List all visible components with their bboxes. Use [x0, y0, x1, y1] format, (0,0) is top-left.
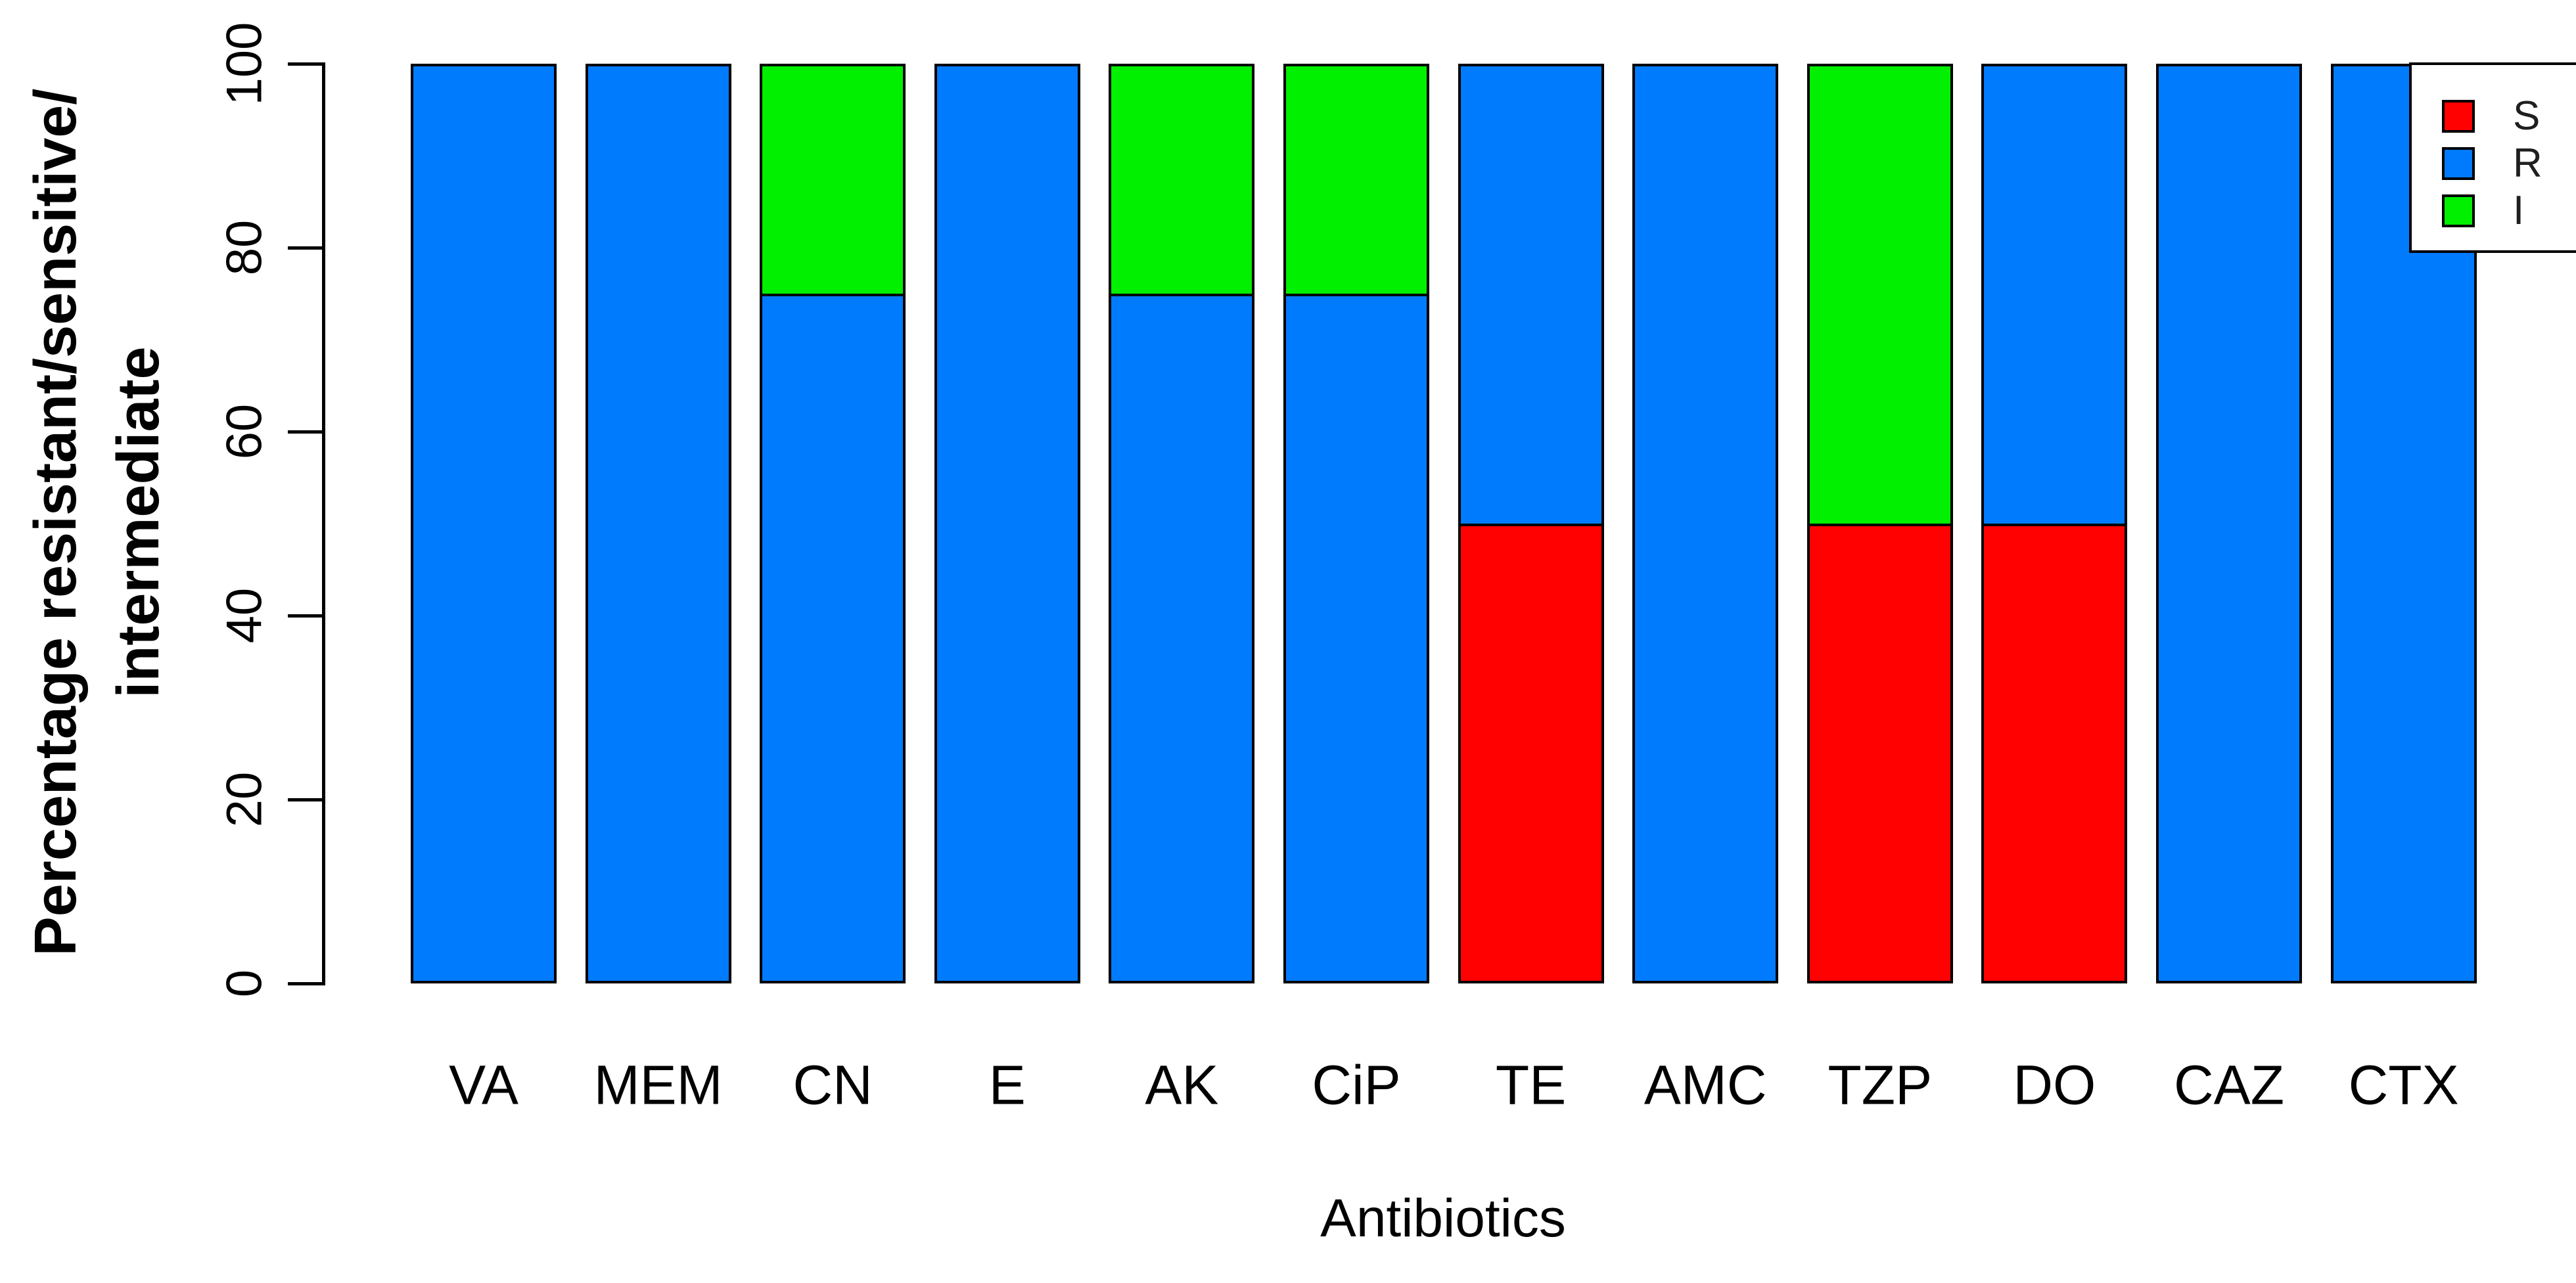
bar-TE-segment-S [1458, 524, 1604, 983]
y-axis-title: Percentage resistant/sensitive/ intermed… [14, 89, 180, 957]
y-tick-label-40: 40 [216, 587, 273, 644]
bar-DO-segment-S [1981, 524, 2128, 983]
bar-DO [1981, 64, 2128, 983]
legend-row-I: I [2442, 187, 2576, 235]
bar-CN-segment-R [760, 294, 906, 983]
legend-label-R: R [2513, 141, 2542, 186]
y-tick-label-20: 20 [216, 771, 273, 828]
y-axis-title-line-2: intermediate [106, 346, 172, 698]
y-tick-80 [288, 246, 324, 250]
y-tick-label-100: 100 [216, 22, 273, 106]
x-tick-label-CiP: CiP [1312, 1054, 1401, 1116]
bar-DO-segment-R [1981, 64, 2128, 526]
x-tick-label-TZP: TZP [1828, 1054, 1933, 1116]
y-axis-title-line-1: Percentage resistant/sensitive/ [23, 88, 89, 957]
bar-CAZ [2156, 64, 2302, 983]
y-tick-label-0: 0 [216, 969, 273, 998]
x-tick-label-CTX: CTX [2348, 1054, 2459, 1116]
legend-label-S: S [2513, 93, 2541, 139]
legend-row-R: R [2442, 140, 2576, 187]
bar-TZP [1806, 64, 1953, 983]
legend-label-I: I [2513, 188, 2525, 233]
bar-TZP-segment-I [1806, 64, 1953, 526]
y-axis-line [322, 62, 325, 985]
bar-TE [1458, 64, 1604, 983]
bar-CiP-segment-R [1283, 294, 1429, 983]
bar-CiP-segment-I [1283, 64, 1429, 296]
x-axis-title: Antibiotics [1320, 1188, 1566, 1248]
bar-AMC [1632, 64, 1779, 983]
x-tick-label-AMC: AMC [1644, 1054, 1767, 1116]
x-tick-label-AK: AK [1145, 1054, 1219, 1116]
bar-CN [760, 64, 906, 983]
x-tick-label-TE: TE [1495, 1054, 1567, 1116]
legend-row-S: S [2442, 93, 2576, 140]
bar-CN-segment-I [760, 64, 906, 296]
bar-AK-segment-I [1109, 64, 1255, 296]
x-tick-label-CAZ: CAZ [2174, 1054, 2284, 1116]
bar-TE-segment-R [1458, 64, 1604, 526]
y-tick-0 [288, 981, 324, 985]
y-tick-40 [288, 614, 324, 618]
bar-AK [1109, 64, 1255, 983]
x-tick-label-DO: DO [2013, 1054, 2096, 1116]
bar-AMC-segment-R [1632, 64, 1779, 983]
bar-VA-segment-R [411, 64, 557, 983]
y-tick-label-80: 80 [216, 219, 273, 276]
y-tick-60 [288, 430, 324, 434]
bar-VA [411, 64, 557, 983]
legend-swatch-R [2442, 147, 2475, 180]
legend-swatch-I [2442, 194, 2475, 227]
bar-E [934, 64, 1080, 983]
bar-CAZ-segment-R [2156, 64, 2302, 983]
bar-AK-segment-R [1109, 294, 1255, 983]
bar-TZP-segment-S [1806, 524, 1953, 983]
y-tick-20 [288, 798, 324, 801]
x-tick-label-MEM: MEM [593, 1054, 723, 1116]
x-tick-label-E: E [988, 1054, 1026, 1116]
x-tick-label-VA: VA [449, 1054, 518, 1116]
legend-swatch-S [2442, 100, 2475, 133]
bar-MEM-segment-R [585, 64, 731, 983]
bar-MEM [585, 64, 731, 983]
x-tick-label-CN: CN [793, 1054, 873, 1116]
y-tick-label-60: 60 [216, 403, 273, 460]
y-tick-100 [288, 62, 324, 66]
bar-CiP [1283, 64, 1429, 983]
bar-E-segment-R [934, 64, 1080, 983]
